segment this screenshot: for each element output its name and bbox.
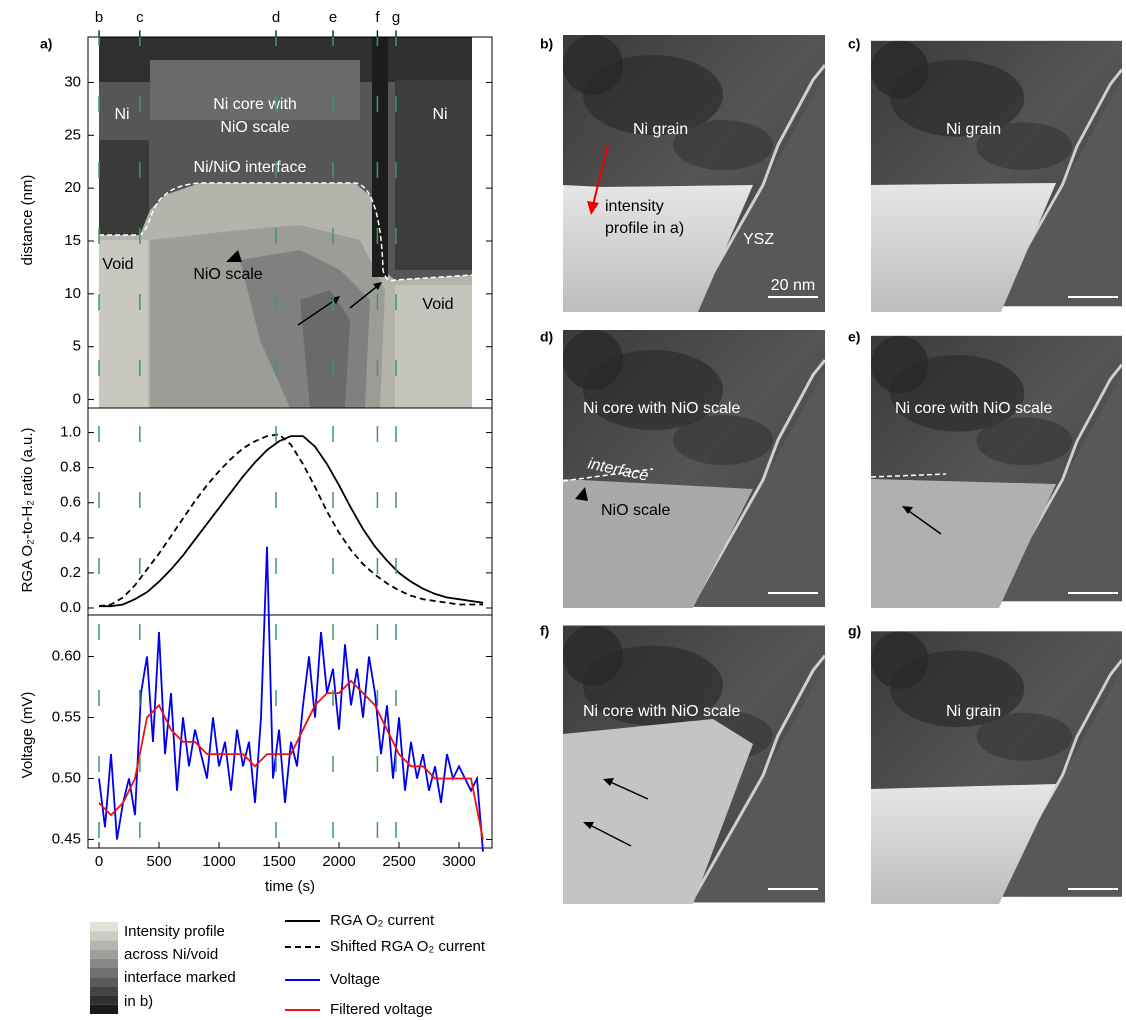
x-axis-label: time (s) [265,878,315,895]
annotation: NiO scale [601,502,670,519]
y-tick-label: 5 [73,338,81,355]
colorbar-swatch [90,940,118,949]
legend: RGA O₂ current Shifted RGA O₂ current Volt… [285,912,486,1018]
x-tick-label: 1500 [262,853,295,870]
x-tick-label: 0 [95,853,103,870]
y-tick-label: 0.6 [60,494,81,511]
series-line [99,547,483,852]
legend-label: Voltage [330,971,380,988]
panel-label: e) [848,329,860,345]
y-tick-label: 0 [73,391,81,408]
panel-label: f) [540,623,549,639]
tem-image: Ni grain intensity profile in a) YSZ 20 … [563,35,825,312]
annotation: Ni [432,106,447,123]
colorbar-label: across Ni/void [124,946,218,963]
colorbar-swatch [90,1005,118,1014]
annotation: YSZ [743,231,774,248]
annotation: profile in a) [605,220,684,237]
y-tick-label: 0.50 [52,769,81,786]
annotation: Void [422,296,453,313]
marker-label: g [392,9,400,26]
rect-shape [99,140,149,235]
rect-shape [372,37,388,277]
x-tick-label: 500 [147,853,172,870]
colorbar-swatch [90,922,118,931]
annotation: Ni [114,106,129,123]
legend-label: RGA O₂ current [330,912,435,929]
annotation: Ni core with NiO scale [895,400,1052,417]
colorbar-swatch [90,986,118,995]
tem-image: Ni core with NiO scale [871,336,1122,608]
colorbar [90,922,118,1014]
annotation: Void [102,256,133,273]
tem-image: Ni grain [871,631,1122,904]
series-line [99,436,483,606]
colorbar-label: Intensity profile [124,923,225,940]
annotation: Ni grain [946,703,1001,720]
x-tick-label: 1000 [202,853,235,870]
y-tick-label: 0.55 [52,708,81,725]
y-axis-label: distance (nm) [19,175,36,266]
y-tick-label: 0.0 [60,599,81,616]
y-tick-label: 0.45 [52,830,81,847]
panel-label: b) [540,36,553,52]
annotation: intensity [605,198,664,215]
annotation: Ni core with [213,96,297,113]
annotation: Ni core with NiO scale [583,703,740,720]
tem-image: Ni grain [871,41,1122,312]
colorbar-swatch [90,996,118,1005]
x-tick-label: 3000 [442,853,475,870]
scale-bar-label: 20 nm [771,277,815,294]
x-tick-label: 2000 [322,853,355,870]
y-axis-label: RGA O₂-to-H₂ ratio (a.u.) [19,427,36,592]
figure: Ni Ni core with NiO scale Ni/NiO interfa… [0,0,1126,1020]
annotation: NiO scale [220,119,289,136]
series-line [99,681,483,840]
annotation: Ni core with NiO scale [583,400,740,417]
y-tick-label: 30 [64,73,81,90]
series-line [99,434,483,606]
y-tick-label: 10 [64,285,81,302]
colorbar-swatch [90,977,118,986]
marker-label: e [329,9,337,26]
y-tick-label: 0.4 [60,529,81,546]
y-tick-label: 0.60 [52,647,81,664]
colorbar-swatch [90,950,118,959]
y-tick-label: 25 [64,126,81,143]
panel-label: d) [540,329,553,345]
x-tick-label: 2500 [382,853,415,870]
marker-label: c [136,9,144,26]
annotation: Ni/NiO interface [194,159,307,176]
contour-map [99,37,472,408]
annotation: Ni grain [633,121,688,138]
annotation: NiO scale [193,266,262,283]
marker-label: d [272,9,280,26]
colorbar-swatch [90,959,118,968]
colorbar-label: interface marked [124,969,236,986]
y-tick-label: 1.0 [60,424,81,441]
legend-label: Shifted RGA O₂ current [330,938,486,955]
annotation: Ni grain [946,121,1001,138]
panel-label: g) [848,623,861,639]
panel-label: a) [40,36,52,52]
tem-image: Ni core with NiO scale [563,626,825,905]
y-tick-label: 20 [64,179,81,196]
colorbar-swatch [90,968,118,977]
colorbar-swatch [90,931,118,940]
y-tick-label: 15 [64,232,81,249]
y-tick-label: 0.2 [60,564,81,581]
tem-image: Ni core with NiO scale interface NiO sca… [563,330,825,608]
y-tick-label: 0.8 [60,459,81,476]
legend-label: Filtered voltage [330,1001,433,1018]
marker-label: f [375,9,380,26]
panel-label: c) [848,36,860,52]
colorbar-label: in b) [124,993,153,1010]
marker-label: b [95,9,103,26]
y-axis-label: Voltage (mV) [19,692,36,779]
